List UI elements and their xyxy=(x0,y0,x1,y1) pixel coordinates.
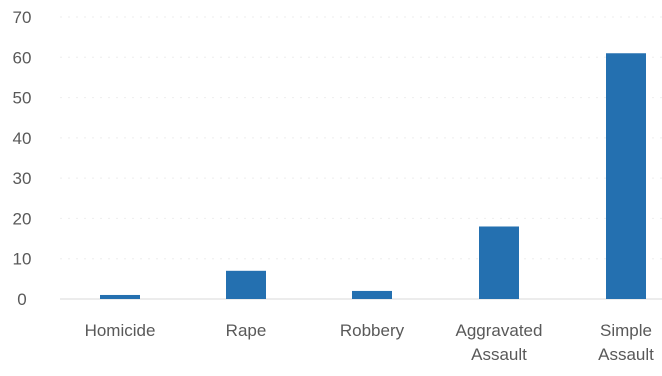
gridlines xyxy=(60,16,662,300)
y-tick-label: 0 xyxy=(17,290,26,309)
x-category-label: Simple xyxy=(600,321,652,340)
x-category-label: Assault xyxy=(598,345,654,364)
y-tick-label: 60 xyxy=(13,48,32,67)
y-tick-label: 50 xyxy=(13,89,32,108)
y-tick-label: 70 xyxy=(13,8,32,27)
bar xyxy=(226,270,266,299)
bar xyxy=(606,53,646,299)
y-axis-ticks: 0 10 20 30 40 50 60 70 xyxy=(13,8,32,309)
y-tick-label: 40 xyxy=(13,129,32,148)
x-category-label: Rape xyxy=(226,321,267,340)
y-tick-label: 10 xyxy=(13,250,32,269)
x-axis-labels: Homicide Rape Robbery Aggravated Assault Simp… xyxy=(85,321,655,364)
x-category-label: Assault xyxy=(471,345,527,364)
x-category-label: Aggravated xyxy=(456,321,543,340)
bars xyxy=(100,53,646,299)
bar xyxy=(100,294,140,299)
bar xyxy=(479,226,519,299)
x-category-label: Robbery xyxy=(340,321,405,340)
y-tick-label: 20 xyxy=(13,209,32,228)
y-tick-label: 30 xyxy=(13,169,32,188)
bar xyxy=(352,290,392,299)
x-category-label: Homicide xyxy=(85,321,156,340)
